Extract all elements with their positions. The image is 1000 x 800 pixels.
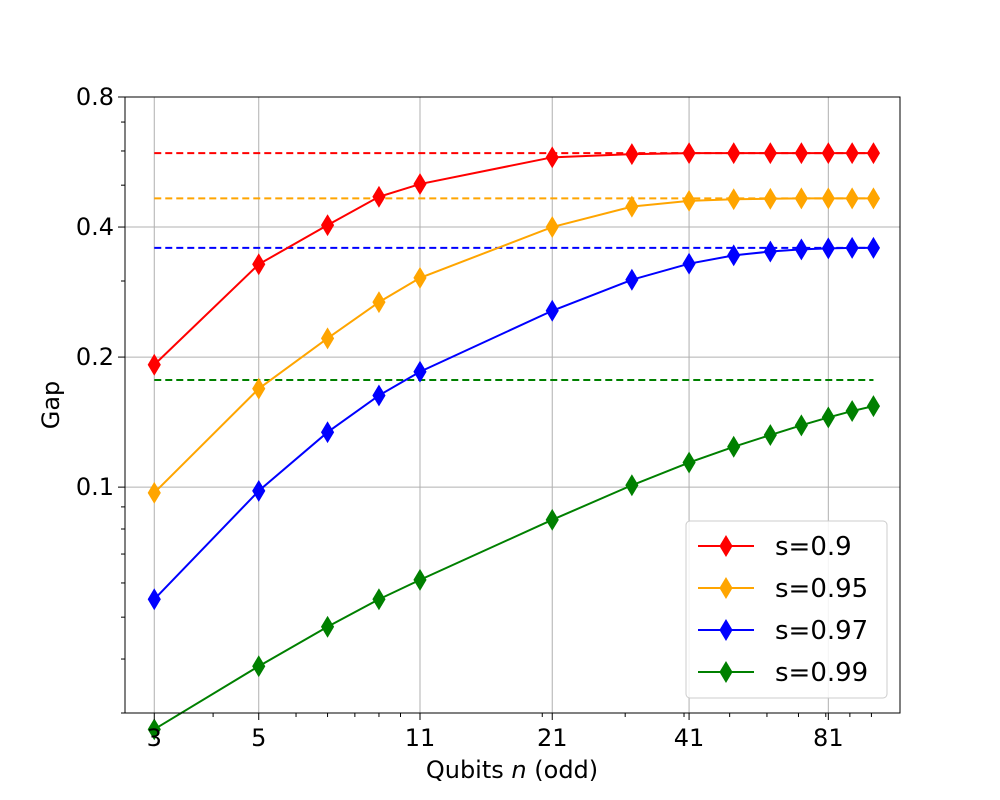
- data-point: [682, 451, 696, 474]
- plot-frame: [124, 96, 901, 714]
- data-point: [845, 400, 859, 423]
- series-line: [153, 197, 874, 494]
- y-axis-label: Gap: [37, 381, 65, 430]
- data-point: [727, 188, 741, 211]
- data-point: [821, 237, 835, 260]
- data-point: [413, 173, 427, 196]
- data-point: [727, 435, 741, 458]
- data-point: [763, 142, 777, 165]
- legend: s=0.9 s=0.95 s=0.97 s=0.99: [685, 520, 888, 699]
- series-s-0-97: [147, 236, 881, 611]
- data-point: [625, 474, 639, 497]
- x-axis-label: Qubits n (odd): [426, 756, 598, 784]
- data-point: [147, 718, 161, 741]
- data-point: [794, 187, 808, 210]
- data-point: [545, 299, 559, 322]
- y-tick-label: 0.4: [76, 213, 114, 241]
- data-point: [372, 588, 386, 611]
- data-point: [252, 377, 266, 400]
- data-point: [727, 244, 741, 267]
- data-point: [625, 268, 639, 291]
- data-point: [845, 236, 859, 259]
- data-point: [625, 143, 639, 166]
- data-point: [625, 195, 639, 218]
- data-point: [320, 327, 335, 350]
- series-s-0-95: [147, 187, 881, 504]
- x-tick-label: 81: [813, 724, 844, 752]
- data-point: [545, 508, 559, 531]
- data-point: [413, 568, 427, 591]
- data-point: [372, 384, 386, 407]
- series-line: [153, 152, 874, 366]
- legend-label: s=0.95: [775, 574, 868, 604]
- data-point: [147, 353, 161, 376]
- legend-marker: [719, 577, 733, 599]
- y-tick-label: 0.1: [76, 473, 114, 501]
- data-point: [727, 142, 741, 165]
- data-point: [682, 189, 696, 212]
- data-point: [413, 266, 427, 289]
- axis-ticks: 3 5 11 21 41 81 0.1 0.2 0.4 0.8: [76, 83, 872, 752]
- legend-label: s=0.9: [775, 532, 852, 562]
- data-series: [147, 142, 881, 741]
- legend-box: [685, 520, 888, 699]
- x-tick-label: 41: [674, 724, 705, 752]
- data-point: [821, 142, 835, 165]
- data-point: [252, 479, 266, 502]
- series-s-0-9: [147, 142, 881, 376]
- data-point: [845, 142, 859, 165]
- data-point: [320, 615, 335, 638]
- data-point: [794, 414, 808, 437]
- x-tick-label: 3: [147, 724, 162, 752]
- data-point: [866, 395, 881, 418]
- y-tick-label: 0.8: [76, 83, 114, 111]
- legend-marker: [719, 661, 733, 683]
- data-point: [372, 291, 386, 314]
- series-s-0-99: [147, 395, 881, 741]
- legend-marker: [719, 535, 733, 557]
- data-point: [763, 424, 777, 447]
- data-point: [545, 216, 559, 239]
- legend-label: s=0.97: [775, 616, 868, 646]
- data-point: [682, 252, 696, 275]
- data-point: [147, 481, 161, 504]
- data-point: [794, 238, 808, 261]
- data-point: [866, 187, 881, 210]
- data-point: [320, 421, 335, 444]
- legend-label: s=0.99: [775, 658, 868, 688]
- data-point: [682, 142, 696, 165]
- y-tick-label: 0.2: [76, 343, 114, 371]
- x-tick-label: 11: [405, 724, 436, 752]
- x-tick-label: 5: [251, 724, 266, 752]
- data-point: [821, 187, 835, 210]
- data-point: [763, 240, 777, 263]
- data-point: [866, 142, 881, 165]
- data-point: [252, 253, 266, 276]
- data-point: [866, 236, 881, 259]
- data-point: [845, 187, 859, 210]
- data-point: [147, 588, 161, 611]
- data-point: [794, 142, 808, 165]
- data-point: [763, 187, 777, 210]
- x-tick-label: 21: [537, 724, 568, 752]
- data-point: [821, 406, 835, 429]
- data-point: [545, 146, 559, 169]
- data-point: [372, 185, 386, 208]
- legend-marker: [719, 619, 733, 641]
- data-point: [413, 360, 427, 383]
- data-point: [320, 214, 335, 237]
- data-point: [252, 655, 266, 678]
